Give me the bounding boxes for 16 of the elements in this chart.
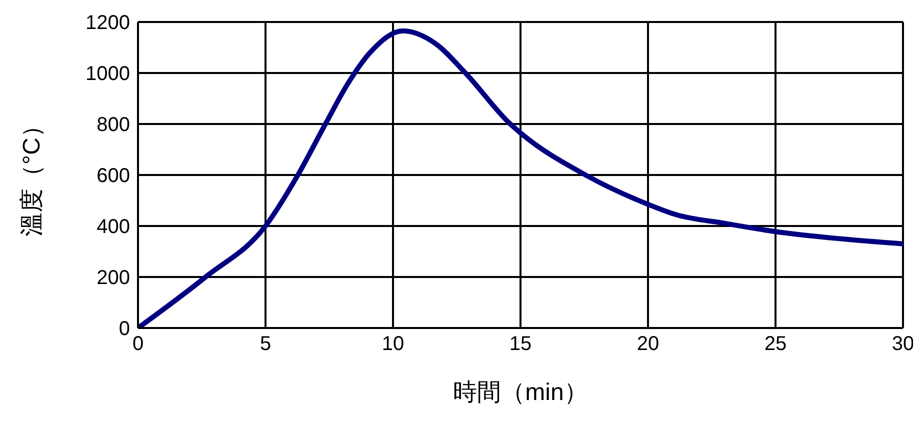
x-tick-label: 25: [764, 333, 787, 356]
y-tick-label: 1000: [86, 63, 130, 86]
x-tick-label: 10: [382, 333, 404, 356]
y-tick-label: 200: [96, 267, 130, 290]
y-tick-label: 400: [96, 216, 130, 238]
y-tick-label: 1200: [86, 12, 130, 34]
x-tick-label: 20: [636, 333, 660, 356]
y-axis-title: 溫度（°C）: [18, 114, 46, 236]
y-tick-label: 600: [96, 165, 130, 188]
y-tick-label: 800: [96, 114, 130, 136]
x-tick-label: 0: [132, 333, 144, 356]
x-axis-title: 時間（min）: [453, 379, 588, 406]
y-tick-label: 0: [118, 318, 130, 340]
x-tick-label: 5: [260, 333, 272, 356]
x-tick-label: 30: [892, 333, 914, 356]
x-tick-label: 15: [509, 333, 532, 356]
